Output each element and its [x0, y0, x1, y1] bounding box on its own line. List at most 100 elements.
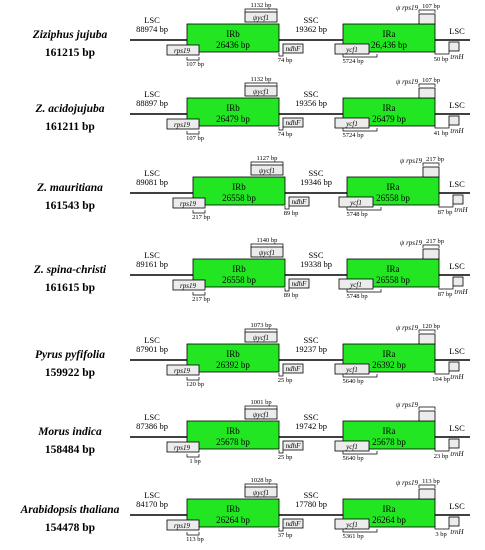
ira-label: IRa: [383, 426, 396, 436]
psi-rps19-length: 120 bp: [422, 323, 440, 330]
ssc-label: SSC: [308, 250, 323, 260]
rps19-bracket: [192, 292, 206, 296]
psi-ycf1-bracket: [244, 328, 278, 332]
psi-ycf1-length: 1073 bp: [250, 322, 271, 329]
ycf1-gene: [334, 117, 370, 129]
irb-length: 26558 bp: [222, 275, 256, 285]
ndhF-bracket: [284, 206, 290, 210]
lsc-label: LSC: [144, 15, 160, 25]
ycf1-length: 5748 bp: [346, 293, 367, 300]
ssc-label: SSC: [303, 412, 318, 422]
ycf1-gene: [334, 518, 370, 530]
lsc-label: LSC: [144, 89, 160, 99]
psi-ycf1-bracket: [244, 483, 278, 487]
ycf1-gene: [334, 440, 370, 452]
psi-ycf1-gene: [244, 486, 278, 498]
lsc-right-label: LSC: [449, 501, 465, 511]
lsc-label: LSC: [144, 412, 160, 422]
psi-rps19-label: ψ rps19: [396, 401, 419, 409]
rps19-label: rps19: [174, 367, 190, 375]
ycf1-label: ycf1: [345, 521, 358, 529]
psi-rps19-label: ψ rps19: [400, 157, 423, 165]
ndhF-length: 37 bp: [278, 532, 293, 539]
ycf1-gene: [334, 363, 370, 375]
psi-ycf1-length: 1132 bp: [251, 76, 272, 83]
ycf1-label: ycf1: [349, 281, 362, 289]
genome-size: 161615 bp: [45, 282, 95, 294]
lsc-length: 89081 bp: [136, 177, 168, 187]
rps19-gene: [172, 279, 206, 291]
ssc-label: SSC: [303, 335, 318, 345]
psi-ycf1-label: ψycf1: [259, 249, 275, 257]
lsc-label: LSC: [144, 168, 160, 178]
ira-length: 26479 bp: [372, 114, 406, 124]
trnH-bracket: [438, 204, 454, 208]
rps19-label: rps19: [174, 522, 190, 530]
ndhF-gene: [288, 278, 310, 289]
ycf1-gene: [338, 278, 374, 290]
rps19-length: 120 bp: [186, 381, 204, 388]
ndhF-gene: [282, 117, 304, 128]
psi-ycf1-label: ψycf1: [253, 489, 269, 497]
psi-ycf1-bracket: [250, 243, 284, 247]
psi-rps19-gene: [418, 13, 436, 25]
ssc-length: 19338 bp: [300, 259, 332, 269]
ira-length: 26558 bp: [376, 275, 410, 285]
trnH-length: 104 bp: [432, 376, 450, 383]
species-name: Morus indica: [37, 426, 102, 438]
ndhF-length: 74 bp: [278, 131, 293, 138]
psi-rps19-length: 217 bp: [426, 238, 444, 245]
psi-ycf1-label: ψycf1: [253, 334, 269, 342]
trnH-label: trnH: [450, 127, 464, 135]
trnH-bracket: [434, 51, 450, 55]
psi-ycf1-label: ψycf1: [253, 14, 269, 22]
lsc-right-label: LSC: [449, 100, 465, 110]
lsc-label: LSC: [144, 490, 160, 500]
psi-ycf1-bracket: [244, 82, 278, 86]
lsc-length: 87386 bp: [136, 421, 168, 431]
ssc-label: SSC: [303, 89, 318, 99]
lsc-label: LSC: [144, 250, 160, 260]
ndhF-bracket: [278, 127, 284, 131]
irb-label: IRb: [232, 264, 246, 274]
genome-size: 161211 bp: [45, 121, 95, 133]
ycf1-length: 5361 bp: [342, 533, 363, 540]
rps19-label: rps19: [174, 121, 190, 129]
rps19-gene: [166, 441, 200, 453]
ira-label: IRa: [383, 103, 396, 113]
psi-ycf1-gene: [244, 85, 278, 97]
rps19-gene: [166, 519, 200, 531]
rps19-label: rps19: [174, 47, 190, 55]
psi-ycf1-length: 1140 bp: [257, 237, 278, 244]
ycf1-bracket: [346, 289, 382, 293]
trnH-bracket: [434, 448, 450, 452]
trnH-bracket: [438, 286, 454, 290]
irb-label: IRb: [232, 182, 246, 192]
species-name: Ziziphus jujuba: [32, 29, 108, 41]
irb-region: [192, 258, 286, 288]
ndhF-label: ndhF: [286, 442, 302, 450]
psi-ycf1-gene: [250, 246, 284, 258]
psi-ycf1-length: 1132 bp: [251, 2, 272, 9]
ssc-length: 19356 bp: [295, 98, 327, 108]
trnH-length: 87 bp: [438, 291, 453, 298]
ycf1-gene: [334, 43, 370, 55]
ndhF-bracket: [278, 373, 284, 377]
ycf1-bracket: [346, 207, 382, 211]
species-name: Arabidopsis thaliana: [20, 504, 120, 516]
ycf1-length: 5724 bp: [342, 58, 363, 65]
ndhF-length: 74 bp: [278, 57, 293, 64]
irb-label: IRb: [226, 426, 240, 436]
trnH-gene: [452, 276, 464, 287]
psi-rps19-length: 217 bp: [426, 156, 444, 163]
ssc-label: SSC: [308, 168, 323, 178]
ycf1-label: ycf1: [345, 46, 358, 54]
irb-region: [186, 498, 280, 528]
ndhF-bracket: [284, 288, 290, 292]
ndhF-length: 89 bp: [284, 210, 299, 217]
rps19-label: rps19: [180, 282, 196, 290]
ndhF-gene: [282, 440, 304, 451]
irb-length: 26392 bp: [216, 360, 250, 370]
rps19-length: 1 bp: [189, 458, 200, 465]
ndhF-length: 25 bp: [278, 454, 293, 461]
